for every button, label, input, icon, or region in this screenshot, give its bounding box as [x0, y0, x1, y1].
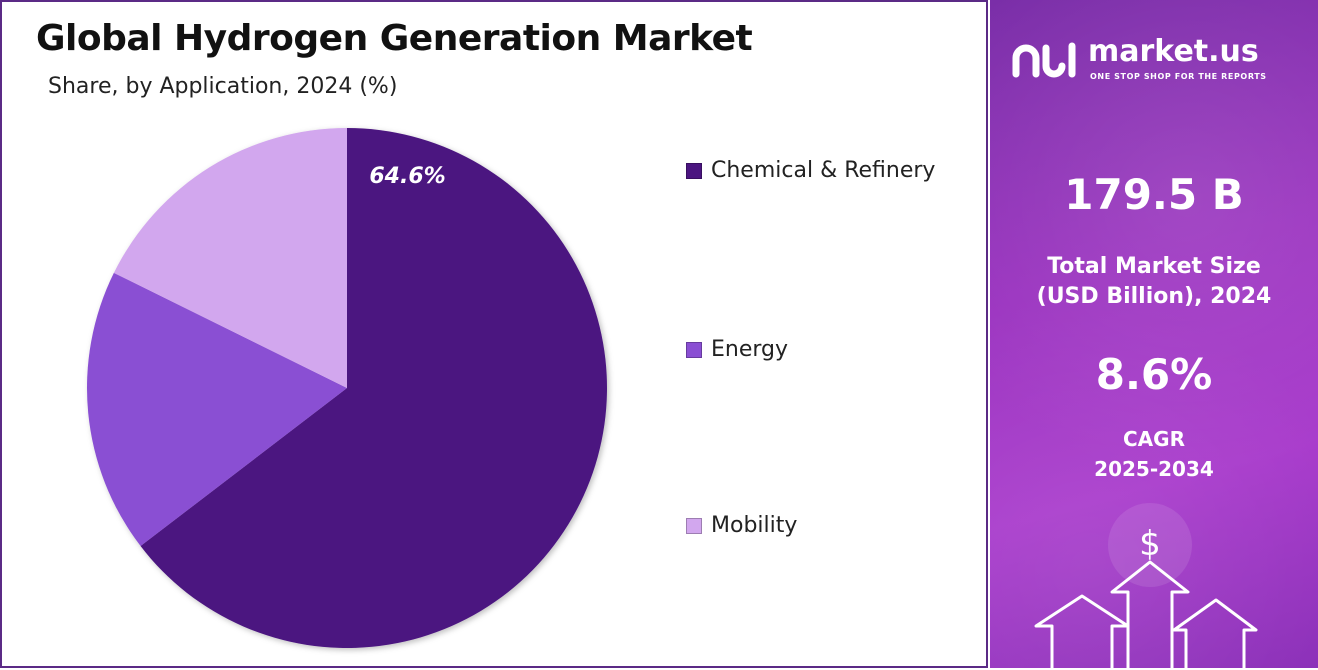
brand-name: market.us: [1088, 34, 1259, 69]
pie-chart: 64.6%: [86, 128, 607, 648]
cagr-value: 8.6%: [1095, 350, 1213, 399]
chart-subtitle: Share, by Application, 2024 (%): [48, 74, 398, 99]
market-size-value: 179.5 B: [1064, 170, 1244, 219]
legend-label: Energy: [711, 337, 789, 362]
legend-swatch: [686, 517, 702, 534]
dollar-sign-icon: $: [1139, 524, 1161, 564]
legend-item-mobility: Mobility: [686, 513, 797, 538]
legend-swatch: [686, 162, 702, 179]
info-panel: market.us ONE STOP SHOP FOR THE REPORTS …: [990, 0, 1318, 668]
data-label-chemical-refinery: 64.6%: [369, 164, 445, 189]
legend-item-energy: Energy: [686, 337, 788, 362]
chart-panel: Global Hydrogen Generation Market Share,…: [0, 0, 988, 668]
pie-slice-energy: [86, 272, 347, 547]
cagr-label-line2: 2025-2034: [1094, 457, 1214, 481]
pie-slice-mobility: [113, 128, 348, 388]
market-size-label-line2: (USD Billion), 2024: [1036, 284, 1272, 309]
pie-slice-chemical-refinery: [140, 128, 607, 648]
logo-mark-icon: [1012, 42, 1076, 78]
market-us-logo: market.us ONE STOP SHOP FOR THE REPORTS: [1010, 34, 1310, 88]
legend-item-chemical-refinery: Chemical & Refinery: [686, 158, 935, 183]
market-size-label-line1: Total Market Size: [1047, 254, 1261, 279]
growth-arrows-icon: $: [1034, 503, 1258, 668]
legend-label: Chemical & Refinery: [711, 158, 936, 183]
chart-title: Global Hydrogen Generation Market: [36, 18, 753, 59]
chart-legend: Chemical & Refinery Energy Mobility: [686, 2, 986, 670]
background-shade: [990, 0, 1318, 668]
brand-tagline: ONE STOP SHOP FOR THE REPORTS: [1090, 72, 1267, 81]
cagr-label-line1: CAGR: [1123, 427, 1185, 451]
legend-label: Mobility: [711, 513, 798, 538]
legend-swatch: [686, 341, 702, 358]
